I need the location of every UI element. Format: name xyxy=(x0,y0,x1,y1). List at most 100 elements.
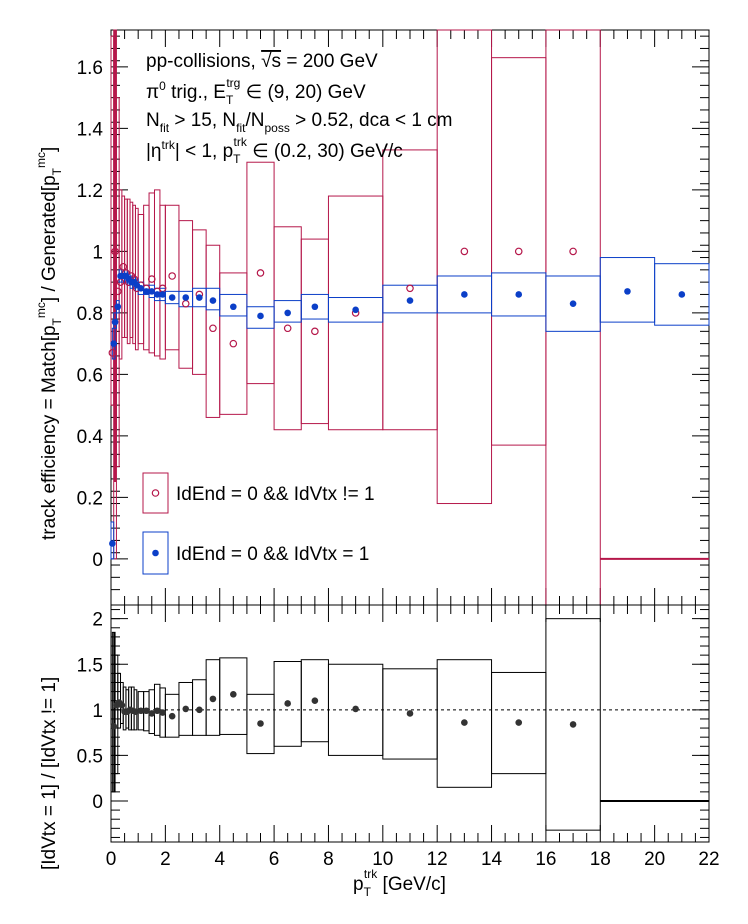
legend-box-red xyxy=(142,472,169,514)
xtick-label: 20 xyxy=(644,849,665,870)
annotation-line2-sup: trg xyxy=(226,76,240,90)
red-marker xyxy=(181,299,190,308)
legend-marker-red xyxy=(151,489,160,497)
red-marker xyxy=(514,247,523,256)
blue-marker xyxy=(678,291,686,298)
red-error-box xyxy=(545,29,601,606)
ratio-marker xyxy=(132,708,139,715)
bottom-ytick-label: 0.5 xyxy=(77,746,103,767)
annotation-line1-sqrt: √s xyxy=(261,51,281,72)
top-ylabel-sup1: mc xyxy=(34,302,48,318)
blue-marker xyxy=(168,294,176,301)
blue-marker xyxy=(109,540,116,547)
ratio-marker xyxy=(182,705,190,713)
blue-marker xyxy=(352,306,359,314)
ratio-marker xyxy=(257,720,264,727)
bottom-ytick-label: 0 xyxy=(92,792,103,813)
blue-marker xyxy=(182,294,190,301)
red-error-box xyxy=(153,189,161,357)
red-marker xyxy=(460,247,469,256)
annotation-line2-sub: T xyxy=(226,93,234,107)
legend: IdEnd = 0 && IdVtx != 1 IdEnd = 0 && IdV… xyxy=(142,472,375,575)
red-marker xyxy=(113,287,122,296)
ratio-marker xyxy=(168,712,176,720)
ratio-marker xyxy=(284,700,291,707)
red-marker xyxy=(147,275,156,283)
top-ytick-label: 1.6 xyxy=(77,58,103,79)
annotation-line2-sup0: 0 xyxy=(159,79,166,93)
blue-marker xyxy=(159,291,166,298)
blue-marker xyxy=(114,303,122,311)
ratio-marker xyxy=(209,695,217,703)
red-error-box xyxy=(148,192,155,354)
top-ytick-label: 1.2 xyxy=(77,181,103,202)
blue-marker xyxy=(284,309,291,317)
bottom-data-marks xyxy=(110,618,709,831)
red-marker xyxy=(311,327,319,336)
blue-marker xyxy=(143,288,150,295)
xtick-label: 2 xyxy=(160,849,171,870)
bottom-ytick-label: 1.5 xyxy=(77,655,103,676)
top-ytick-label: 1.4 xyxy=(77,119,104,140)
annotation-line2-c: ∈ (9, 20) GeV xyxy=(240,82,366,103)
top-ticks: 0 0.2 0.4 0.6 0.8 1 1.2 1.4 1.6 xyxy=(77,30,710,605)
blue-marker xyxy=(153,291,161,298)
blue-marker xyxy=(311,303,319,311)
top-ytick-label: 0.8 xyxy=(77,304,103,325)
red-error-box xyxy=(273,226,302,431)
blue-marker xyxy=(257,312,264,320)
ratio-marker xyxy=(461,719,468,726)
top-ylabel-mid: ] / Generated[p xyxy=(39,175,60,302)
bottom-ytick-label: 1 xyxy=(92,701,103,722)
top-ylabel-sub2: T xyxy=(50,167,64,175)
red-error-box xyxy=(246,161,275,385)
top-data-marks xyxy=(108,29,710,606)
xlabel-sub: T xyxy=(364,885,372,899)
blue-marker xyxy=(569,300,577,307)
top-ytick-label: 0.6 xyxy=(77,365,103,386)
legend-marker-blue xyxy=(152,549,159,557)
red-error-box xyxy=(436,29,493,505)
legend-label-blue: IdEnd = 0 && IdVtx = 1 xyxy=(176,544,369,565)
blue-marker xyxy=(148,288,156,295)
xtick-label: 4 xyxy=(214,849,225,870)
red-error-box xyxy=(164,204,180,351)
ratio-marker xyxy=(118,701,126,709)
red-marker xyxy=(283,324,292,333)
red-error-box xyxy=(159,204,166,360)
annotation-line4-b: | < 1, p xyxy=(175,141,233,162)
blue-marker xyxy=(110,340,118,347)
ratio-marker xyxy=(406,710,414,717)
ratio-marker xyxy=(352,705,359,713)
red-marker xyxy=(569,247,577,256)
bottom-ylabel: [IdVtx = 1] / [IdVtx != 1] xyxy=(39,677,60,870)
annotation-line1-b: = 200 GeV xyxy=(281,51,378,72)
annotation-line2: π0 trig., ETtrg ∈ (9, 20) GeV xyxy=(146,76,366,107)
annotation-line4-c: ∈ (0.2, 30) GeV/c xyxy=(247,141,403,162)
ratio-marker xyxy=(153,707,161,715)
top-ytick-label: 0.2 xyxy=(77,488,103,509)
annotation-line3-sub2: fit xyxy=(236,121,246,135)
blue-marker xyxy=(515,291,523,298)
annotation-line4-sup1: trk xyxy=(162,138,176,152)
ratio-marker xyxy=(148,710,156,717)
ratio-marker xyxy=(196,706,203,714)
red-marker xyxy=(168,272,176,280)
xlabel-sup: trk xyxy=(364,867,378,881)
top-ylabel: track efficiency = Match[pTmc] / Generat… xyxy=(34,147,64,540)
bottom-panel-frame xyxy=(110,604,710,843)
annotation-line3-a: N xyxy=(146,110,160,131)
red-marker xyxy=(111,247,119,256)
red-error-box xyxy=(491,57,547,446)
xtick-label: 18 xyxy=(590,849,611,870)
ratio-marker xyxy=(110,722,118,730)
xtick-label: 12 xyxy=(427,849,448,870)
annotation-line4-a: |η xyxy=(146,141,162,162)
red-marker xyxy=(108,349,117,357)
blue-error-box xyxy=(219,293,248,317)
annotation-line3-b: > 15, N xyxy=(169,110,236,131)
top-ylabel-sub1: T xyxy=(50,317,64,325)
red-error-box xyxy=(300,238,329,425)
red-marker xyxy=(406,284,414,293)
